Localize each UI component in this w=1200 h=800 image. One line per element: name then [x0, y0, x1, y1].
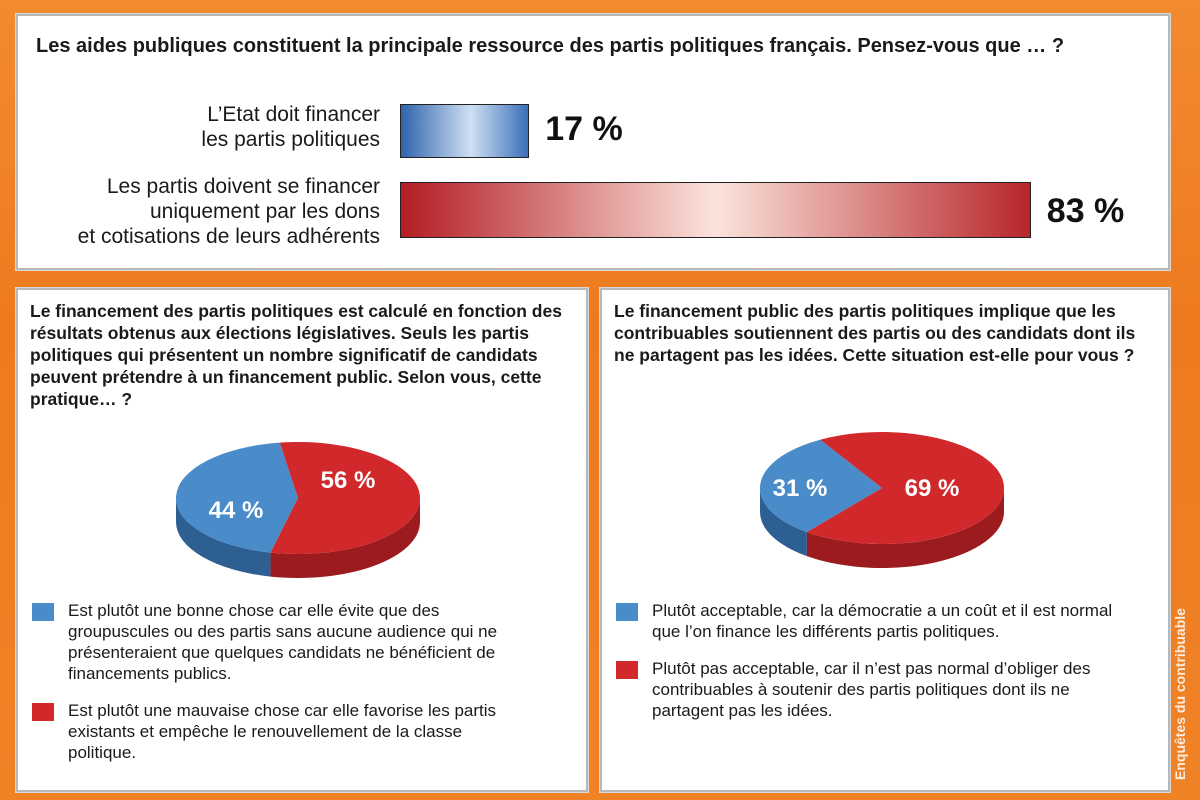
left-pie-panel: Le financement des partis politiques est… [16, 288, 588, 792]
bar-label-member-funding: Les partis doivent se financer uniquemen… [40, 174, 380, 249]
pie-side-1 [806, 488, 1004, 568]
bar-member-funding [400, 182, 1031, 238]
bar-state-funding [400, 104, 530, 158]
legend-item-acceptable: Plutôt acceptable, car la démocratie a u… [616, 600, 1116, 642]
bar-label-state-funding: L’Etat doit financer les partis politiqu… [40, 102, 380, 152]
pie-side-0 [760, 488, 807, 557]
bar-value-state-funding: 17 % [545, 110, 623, 148]
left-pie-chart: 44 % 56 % [175, 442, 420, 578]
bar-label-line: uniquement par les dons [150, 200, 380, 223]
pie-value-label: 44 % [209, 497, 264, 524]
bar-label-line: et cotisations de leurs adhérents [77, 225, 380, 248]
bar-label-line: L’Etat doit financer [207, 103, 380, 126]
legend-swatch-red [616, 661, 638, 679]
legend-text: Est plutôt une bonne chose car elle évit… [68, 601, 498, 683]
right-pie-panel: Le financement public des partis politiq… [600, 288, 1170, 792]
legend-text: Est plutôt une mauvaise chose car elle f… [68, 701, 497, 762]
legend-swatch-red [32, 703, 54, 721]
right-pie-chart: 31 % 69 % [760, 432, 1004, 568]
bar-label-line: Les partis doivent se financer [106, 175, 380, 198]
pie-side-1 [270, 498, 420, 578]
legend-item-bad: Est plutôt une mauvaise chose car elle f… [32, 700, 532, 763]
legend-item-good: Est plutôt une bonne chose car elle évit… [32, 600, 532, 684]
left-pie-question: Le financement des partis politiques est… [30, 301, 562, 409]
legend-swatch-blue [32, 603, 54, 621]
pie-slice-1 [806, 432, 1004, 544]
legend-item-not-acceptable: Plutôt pas acceptable, car il n’est pas … [616, 658, 1116, 721]
left-pie-legend: Est plutôt une bonne chose car elle évit… [32, 600, 532, 779]
bar-chart-question: Les aides publiques constituent la princ… [36, 35, 1065, 57]
legend-text: Plutôt acceptable, car la démocratie a u… [652, 601, 1113, 641]
bar-label-line: les partis politiques [201, 128, 380, 151]
pie-value-label: 69 % [905, 475, 960, 502]
pie-side-0 [176, 498, 271, 577]
bar-value-member-funding: 83 % [1046, 192, 1125, 230]
bar-chart-panel: Les aides publiques constituent la princ… [16, 14, 1170, 270]
pie-slice-0 [175, 442, 298, 553]
pie-slice-1 [270, 442, 420, 554]
credit-text: Enquêtes du contribuable [1172, 608, 1188, 780]
legend-text: Plutôt pas acceptable, car il n’est pas … [652, 659, 1091, 720]
right-pie-question: Le financement public des partis politiq… [614, 301, 1136, 365]
pie-value-label: 56 % [321, 467, 376, 494]
pie-value-label: 31 % [773, 475, 828, 502]
legend-swatch-blue [616, 603, 638, 621]
right-pie-legend: Plutôt acceptable, car la démocratie a u… [616, 600, 1116, 737]
pie-slice-0 [760, 439, 882, 533]
